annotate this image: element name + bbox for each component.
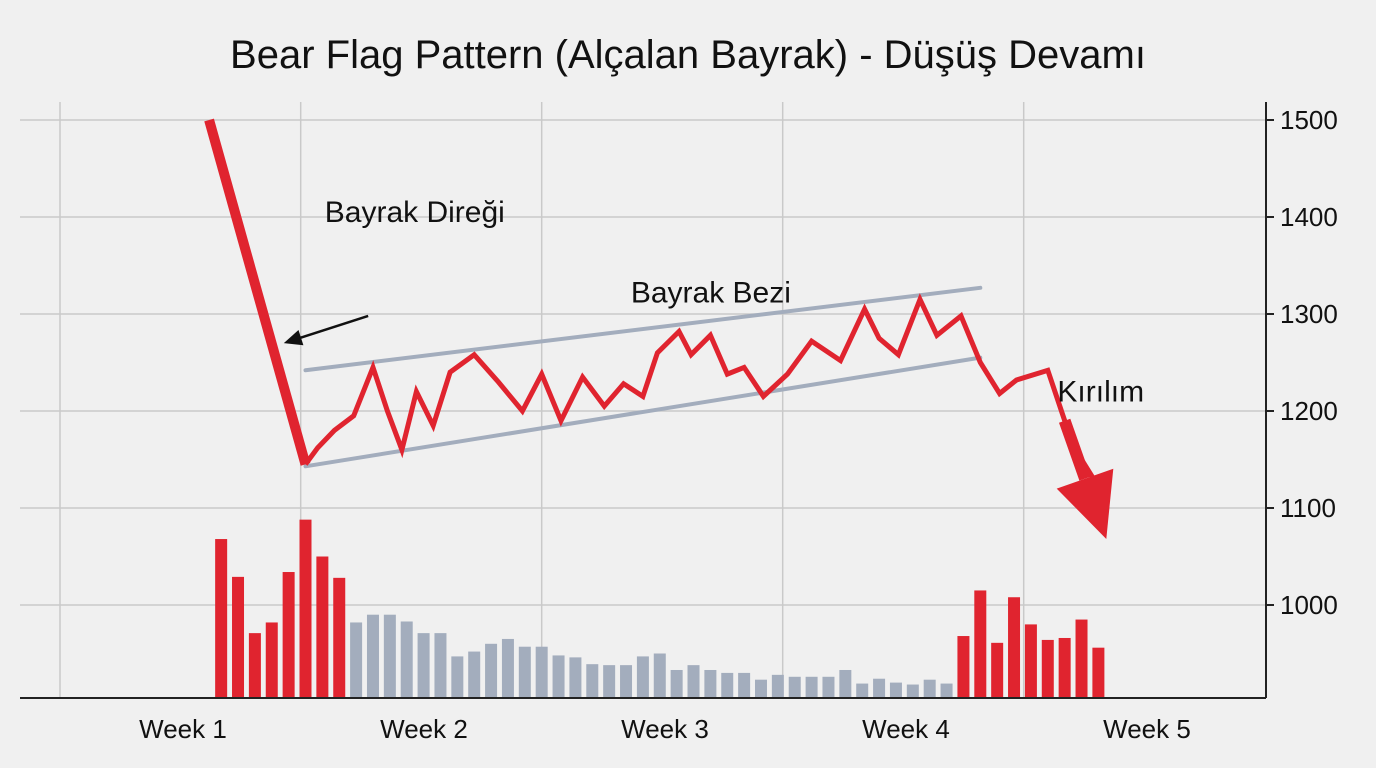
volume-bar [636, 656, 649, 698]
x-tick-label: Week 2 [380, 714, 468, 744]
volume-bar [569, 657, 582, 698]
breakout-arrow-shaft [1058, 418, 1091, 481]
volume-bar [282, 572, 295, 698]
volume-bar [468, 651, 481, 698]
volume-bar [417, 633, 430, 698]
y-tick-label: 1200 [1280, 396, 1338, 426]
breakout-arrow-head [1056, 468, 1114, 539]
volume-bar [552, 655, 565, 698]
volume-bar [316, 556, 329, 698]
volume-bar [771, 674, 784, 698]
volume-bar [400, 621, 413, 698]
volume-bar [1008, 597, 1021, 698]
volume-bar [485, 643, 498, 698]
volume-bar [215, 539, 228, 698]
pole-pointer-line [292, 314, 369, 342]
breakout-label: Kırılım [1057, 375, 1144, 408]
volume-bar [873, 678, 886, 698]
volume-bar [957, 636, 970, 698]
volume-bar [1092, 647, 1105, 698]
volume-bar [1075, 619, 1088, 698]
volume-bar [299, 519, 312, 698]
volume-bar [1058, 637, 1071, 698]
flag-pole [204, 118, 311, 466]
volume-bar [754, 679, 767, 698]
volume-bar [248, 633, 261, 698]
pole-label: Bayrak Direği [325, 196, 505, 229]
volume-bar [366, 614, 379, 698]
annotation-layer: Bayrak Direği Bayrak Bezi Kırılım [283, 196, 1144, 408]
volume-bar [923, 679, 936, 698]
volume-bar [501, 638, 514, 698]
pole-pointer-head [283, 329, 304, 346]
volume-bar [805, 676, 818, 698]
volume-bar [1041, 639, 1054, 698]
volume-bar [856, 683, 869, 698]
volume-bar [687, 665, 700, 698]
volume-layer [215, 519, 1105, 698]
flag-label: Bayrak Bezi [631, 276, 791, 309]
price-line [303, 293, 1108, 500]
volume-bar [620, 665, 633, 698]
volume-bar [738, 672, 751, 698]
y-tick-label: 1300 [1280, 299, 1338, 329]
chart-title: Bear Flag Pattern (Alçalan Bayrak) - Düş… [230, 33, 1146, 77]
y-tick-label: 1000 [1280, 590, 1338, 620]
volume-bar [940, 683, 953, 698]
volume-bar [265, 622, 278, 698]
volume-bar [232, 576, 245, 698]
volume-bar [721, 672, 734, 698]
volume-bar [434, 633, 447, 698]
volume-bar [670, 669, 683, 698]
volume-bar [535, 646, 548, 698]
volume-bar [603, 665, 616, 698]
volume-bar [822, 676, 835, 698]
volume-bar [518, 646, 531, 698]
volume-bar [586, 664, 599, 698]
flag-lower-line [303, 355, 983, 469]
volume-bar [383, 614, 396, 698]
x-tick-label: Week 4 [862, 714, 950, 744]
y-tick-label: 1500 [1280, 105, 1338, 135]
flag-channel-layer [303, 285, 983, 469]
volume-bar [451, 656, 464, 698]
volume-bar [333, 577, 346, 698]
volume-bar [704, 669, 717, 698]
price-layer [204, 118, 1114, 539]
volume-bar [991, 642, 1004, 698]
x-tick-label: Week 3 [621, 714, 709, 744]
volume-bar [653, 653, 666, 698]
volume-bar [906, 684, 919, 698]
y-tick-label: 1100 [1280, 493, 1336, 523]
axis-layer: 1500 1400 1300 1200 1100 1000 Week 1 Week 2 Week… [20, 102, 1338, 744]
volume-bar [889, 682, 902, 698]
x-tick-label: Week 1 [139, 714, 227, 744]
volume-bar [350, 622, 363, 698]
flag-upper-line [303, 285, 983, 373]
volume-bar [974, 590, 987, 698]
grid-layer [20, 102, 1266, 698]
volume-bar [1024, 624, 1037, 698]
y-tick-label: 1400 [1280, 202, 1338, 232]
volume-bar [839, 669, 852, 698]
x-tick-label: Week 5 [1103, 714, 1191, 744]
volume-bar [788, 676, 801, 698]
